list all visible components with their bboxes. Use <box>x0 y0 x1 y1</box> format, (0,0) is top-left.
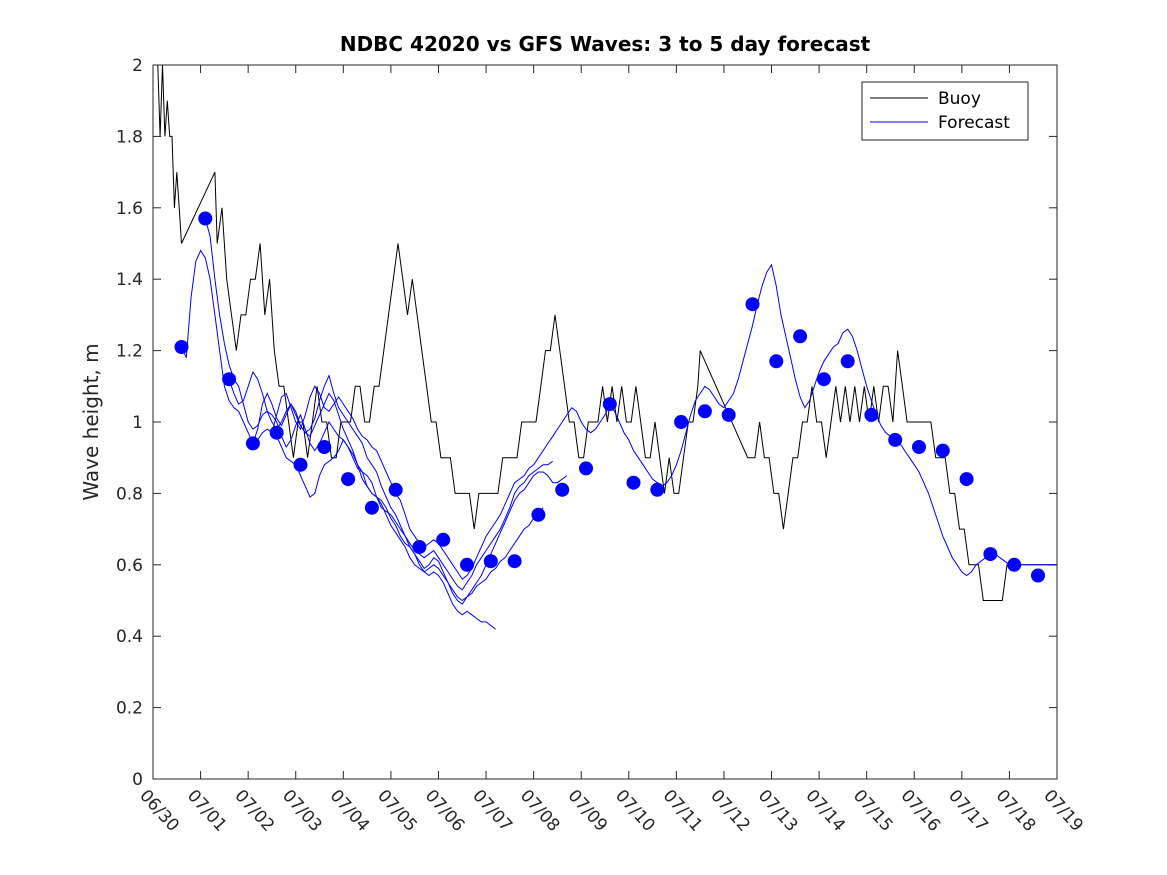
legend: Buoy Forecast <box>861 81 1029 141</box>
y-tick-label: 1.6 <box>116 199 143 219</box>
forecast-point <box>888 432 903 447</box>
y-tick-label: 0 <box>132 770 143 790</box>
y-tick-label: 2 <box>132 56 143 76</box>
forecast-point <box>769 354 784 369</box>
forecast-point <box>269 425 284 440</box>
y-tick-label: 1 <box>132 413 143 433</box>
forecast-point <box>198 211 213 226</box>
y-tick-label: 0.2 <box>116 699 143 719</box>
forecast-point <box>388 482 403 497</box>
forecast-point <box>293 457 308 472</box>
series-line-forecast <box>181 249 496 630</box>
y-tick-label: 0.8 <box>116 484 143 504</box>
forecast-point <box>745 297 760 312</box>
forecast-point <box>341 472 356 487</box>
forecast-point <box>912 440 926 454</box>
y-tick-label: 1.2 <box>116 342 143 362</box>
forecast-point <box>959 472 974 487</box>
forecast-point <box>602 397 617 412</box>
y-tick-label: 0.6 <box>116 556 143 576</box>
forecast-point <box>721 407 736 422</box>
series-layer <box>157 64 1057 630</box>
plot-area <box>153 65 1057 779</box>
forecast-point <box>840 354 855 369</box>
forecast-point <box>245 436 260 451</box>
forecast-point <box>697 404 712 419</box>
series-line-forecast <box>228 370 568 602</box>
y-tick-label: 1.8 <box>116 127 143 147</box>
forecast-point <box>1031 568 1045 583</box>
forecast-point <box>816 372 831 387</box>
forecast-point <box>412 540 427 554</box>
legend-buoy-label: Buoy <box>938 89 981 109</box>
forecast-point <box>222 372 237 387</box>
series-line-forecast <box>252 374 553 591</box>
chart-title: NDBC 42020 vs GFS Waves: 3 to 5 day fore… <box>340 32 871 56</box>
y-tick-label: 1.4 <box>116 270 143 290</box>
legend-box <box>861 81 1029 141</box>
forecast-point <box>864 407 879 422</box>
forecast-point <box>436 532 451 547</box>
series-line-forecast <box>271 263 1057 580</box>
forecast-point <box>579 461 593 476</box>
forecast-point <box>983 547 998 562</box>
forecast-point <box>555 482 570 497</box>
forecast-point <box>460 557 474 572</box>
y-tick-label: 0.4 <box>116 627 143 647</box>
plot-border <box>152 64 1058 780</box>
legend-forecast-label: Forecast <box>938 113 1010 133</box>
forecast-point <box>483 554 498 569</box>
forecast-point <box>935 443 950 458</box>
forecast-point <box>531 507 546 522</box>
forecast-point <box>174 340 189 354</box>
forecast-point <box>364 500 379 515</box>
forecast-point <box>507 554 522 569</box>
forecast-point <box>1007 557 1022 572</box>
forecast-point <box>650 482 665 497</box>
y-tick-labels: 0 0.2 0.4 0.6 0.8 1 1.2 1.4 1.6 1.8 2 <box>116 56 143 790</box>
forecast-point <box>626 475 641 490</box>
forecast-point <box>793 329 808 344</box>
y-axis-label: Wave height, m <box>79 343 103 500</box>
forecast-point <box>317 440 332 454</box>
forecast-point <box>674 415 689 429</box>
